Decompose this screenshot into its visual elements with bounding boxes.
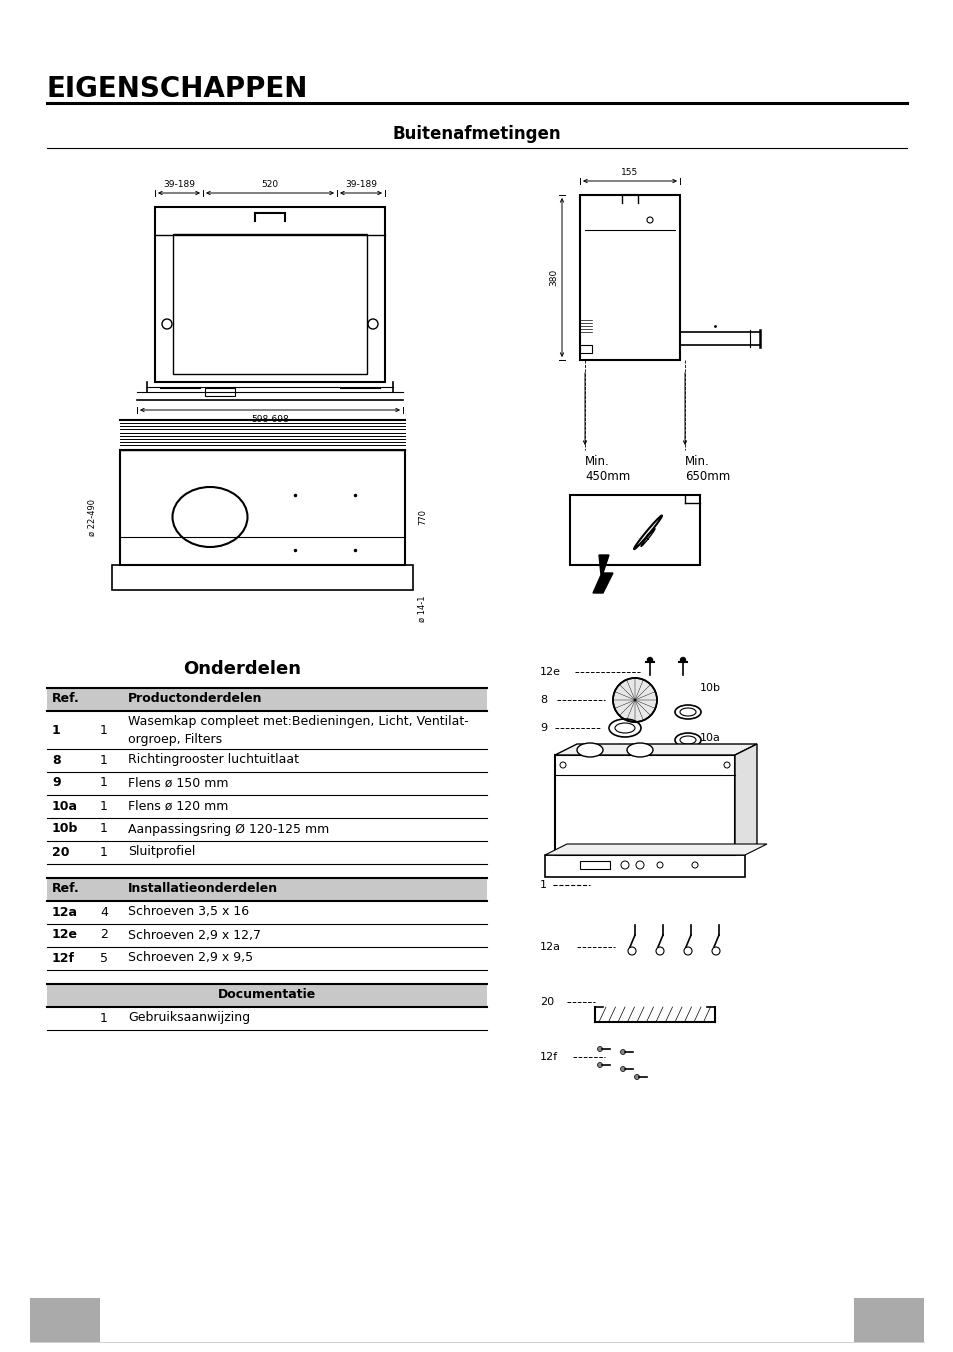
Text: Flens ø 150 mm: Flens ø 150 mm: [128, 776, 229, 790]
Text: 39-189: 39-189: [163, 180, 194, 189]
Text: 20: 20: [52, 845, 70, 859]
Text: 1: 1: [100, 845, 108, 859]
Ellipse shape: [577, 744, 602, 757]
Bar: [205, 388, 234, 396]
Text: 770: 770: [418, 508, 427, 525]
Ellipse shape: [626, 744, 652, 757]
Polygon shape: [544, 844, 766, 854]
Polygon shape: [555, 744, 757, 754]
Text: 1: 1: [100, 776, 108, 790]
Bar: [555, 754, 734, 854]
Text: 12a: 12a: [52, 906, 78, 918]
Text: 155: 155: [620, 168, 638, 177]
Text: 12f: 12f: [539, 1052, 558, 1063]
Bar: [47, 984, 486, 1007]
Text: Sluitprofiel: Sluitprofiel: [128, 845, 195, 859]
Circle shape: [679, 657, 685, 662]
Text: Min.: Min.: [684, 456, 709, 468]
Text: 10b: 10b: [700, 683, 720, 694]
Text: Richtingrooster luchtuitlaat: Richtingrooster luchtuitlaat: [128, 753, 298, 767]
Text: Schroeven 2,9 x 9,5: Schroeven 2,9 x 9,5: [128, 952, 253, 964]
Bar: [853, 1298, 923, 1343]
Text: Schroeven 2,9 x 12,7: Schroeven 2,9 x 12,7: [128, 929, 261, 941]
Bar: [47, 688, 486, 711]
Text: Ref.: Ref.: [52, 883, 80, 895]
Text: 12e: 12e: [52, 929, 78, 941]
Polygon shape: [593, 556, 613, 594]
Bar: [30, 1298, 100, 1343]
Text: Ref.: Ref.: [52, 692, 80, 706]
Text: 12a: 12a: [539, 942, 560, 952]
Text: Productonderdelen: Productonderdelen: [128, 692, 262, 706]
Bar: [579, 345, 592, 353]
Text: 12e: 12e: [539, 667, 560, 677]
Circle shape: [647, 657, 652, 662]
Text: Wasemkap compleet met:Bedieningen, Licht, Ventilat-: Wasemkap compleet met:Bedieningen, Licht…: [128, 714, 468, 727]
Circle shape: [619, 1049, 625, 1055]
Text: 1: 1: [100, 1011, 108, 1025]
Text: EIGENSCHAPPEN: EIGENSCHAPPEN: [47, 74, 308, 103]
Text: 1: 1: [100, 822, 108, 836]
Text: Documentatie: Documentatie: [217, 988, 315, 1002]
Text: 10a: 10a: [700, 733, 720, 744]
Text: 450mm: 450mm: [584, 470, 630, 483]
Text: 39-189: 39-189: [345, 180, 376, 189]
Text: 1: 1: [52, 723, 61, 737]
Text: 1: 1: [539, 880, 546, 890]
Bar: [569, 495, 700, 565]
Text: 380: 380: [548, 269, 558, 285]
Text: 2: 2: [100, 929, 108, 941]
Circle shape: [619, 1067, 625, 1072]
Bar: [579, 861, 609, 869]
Text: Aanpassingsring Ø 120-125 mm: Aanpassingsring Ø 120-125 mm: [128, 822, 329, 836]
Polygon shape: [734, 744, 757, 854]
Text: Schroeven 3,5 x 16: Schroeven 3,5 x 16: [128, 906, 249, 918]
Text: Min.: Min.: [584, 456, 609, 468]
Text: 20: 20: [539, 996, 554, 1007]
Text: Buitenafmetingen: Buitenafmetingen: [393, 124, 560, 143]
Text: 8: 8: [52, 753, 61, 767]
Text: 1: 1: [100, 753, 108, 767]
Bar: [544, 854, 744, 877]
Text: 4: 4: [100, 906, 108, 918]
Text: 8: 8: [539, 695, 547, 704]
Text: ø 14-1: ø 14-1: [417, 595, 427, 622]
Bar: [154, 207, 385, 383]
Bar: [120, 450, 405, 565]
Bar: [112, 565, 413, 589]
Text: Gebruiksaanwijzing: Gebruiksaanwijzing: [128, 1011, 250, 1025]
Text: 598-698: 598-698: [251, 415, 289, 425]
Circle shape: [597, 1063, 602, 1068]
Circle shape: [634, 1075, 639, 1079]
Text: orgroep, Filters: orgroep, Filters: [128, 733, 222, 745]
Text: 1: 1: [100, 799, 108, 813]
Text: 12f: 12f: [52, 952, 75, 964]
Text: 520: 520: [261, 180, 278, 189]
Text: Installatieonderdelen: Installatieonderdelen: [128, 883, 278, 895]
Text: 10b: 10b: [52, 822, 78, 836]
Text: 5: 5: [100, 952, 108, 964]
Text: Onderdelen: Onderdelen: [183, 660, 301, 677]
Text: 1: 1: [100, 723, 108, 737]
Text: 9: 9: [52, 776, 61, 790]
Circle shape: [597, 1046, 602, 1052]
Bar: [579, 195, 679, 360]
Text: ø 22-490: ø 22-490: [88, 499, 96, 535]
Circle shape: [613, 677, 657, 722]
Text: 9: 9: [539, 723, 547, 733]
Bar: [172, 234, 367, 375]
Text: 10a: 10a: [52, 799, 78, 813]
Bar: [47, 877, 486, 900]
Text: Flens ø 120 mm: Flens ø 120 mm: [128, 799, 228, 813]
Text: 650mm: 650mm: [684, 470, 729, 483]
